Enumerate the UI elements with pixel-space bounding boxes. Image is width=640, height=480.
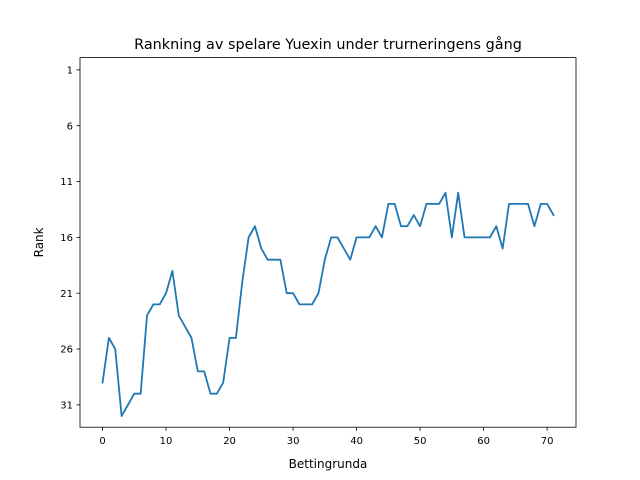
y-axis-label: Rank — [32, 227, 46, 257]
series-line — [101, 191, 555, 417]
x-tick-label: 40 — [350, 436, 363, 447]
x-axis-ticks: 0 10 20 30 40 50 60 70 — [99, 427, 553, 447]
x-tick-label: 10 — [160, 436, 173, 447]
y-tick-label: 11 — [60, 177, 73, 188]
y-tick-label: 31 — [60, 400, 73, 411]
x-tick-label: 50 — [414, 436, 427, 447]
x-tick-label: 70 — [541, 436, 554, 447]
y-tick-label: 6 — [67, 121, 73, 132]
x-axis-label: Bettingrunda — [289, 457, 368, 471]
chart-title: Rankning av spelare Yuexin under trurner… — [134, 36, 522, 53]
x-tick-label: 60 — [477, 436, 490, 447]
plot-area-frame — [79, 57, 577, 428]
y-tick-label: 1 — [67, 65, 73, 76]
y-tick-label: 26 — [60, 345, 73, 356]
x-tick-label: 0 — [99, 436, 105, 447]
x-tick-label: 30 — [287, 436, 300, 447]
x-tick-label: 20 — [223, 436, 236, 447]
y-tick-label: 21 — [60, 289, 73, 300]
y-tick-label: 16 — [60, 233, 73, 244]
